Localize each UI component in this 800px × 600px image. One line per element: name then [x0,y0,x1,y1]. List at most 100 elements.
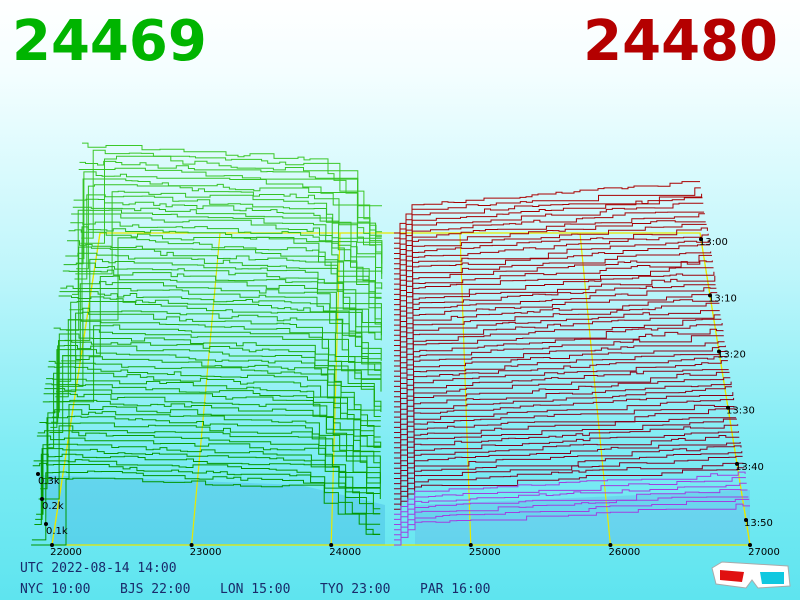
ask-depth-line [394,197,703,249]
3d-glasses-toggle[interactable] [711,561,791,589]
ask-depth-line [394,187,701,239]
ask-depth-line [394,181,700,234]
ask-depth-line [394,462,744,505]
time-label: 13:40 [735,462,764,473]
bid-depth-line [73,198,382,239]
bid-depth-line [76,184,383,270]
bid-depth-line [67,237,382,321]
bid-depth-line [69,226,382,311]
ask-depth-line [394,267,714,316]
time-label: 13:50 [744,518,773,529]
bid-depth-line [70,221,382,299]
bid-price: 24469 [12,9,207,74]
bid-depth-line [48,360,381,427]
bid-depth-line [78,167,383,254]
ask-depth-line [394,335,724,382]
bid-depth-line [62,269,382,328]
tick-dot [40,497,44,501]
ask-depth-line [394,417,737,459]
bid-depth-line [75,190,383,275]
bid-depth-line [77,178,383,265]
ask-depth-line [394,482,747,525]
ask-depth-line [394,356,727,403]
bid-depth-line [72,206,383,290]
ask-depth-line [394,220,706,270]
bid-depth-line [59,291,382,360]
ask-depth-line [394,302,720,352]
bid-depth-line [53,327,382,407]
ask-depth-line [394,351,727,398]
bid-depth-line [81,149,382,239]
time-label: 13:00 [699,237,728,248]
time-label: 13:20 [717,350,746,361]
ask-depth-line [394,341,725,387]
ask-depth-line [394,471,746,515]
ask-depth-line [394,435,740,479]
ask-depth-line [394,345,726,393]
price-label: 23000 [190,547,222,558]
tick-dot [726,405,730,410]
tick-dot [44,522,48,526]
lens-cyan[interactable] [760,572,784,584]
depth-label: 0.1k [46,526,68,537]
depth-label: 0.2k [42,501,64,512]
bid-depth-line [61,281,382,362]
ask-depth-line [394,424,739,469]
ask-depth-line [394,292,718,341]
bid-depth-line [63,262,382,340]
ask-depth-line [394,418,737,464]
ask-depth-line [394,202,704,254]
ask-depth-line [394,213,705,265]
bid-depth-line [31,477,381,546]
time-label: 13:10 [708,293,737,304]
ask-depth-line [394,477,746,520]
ask-depth-line [394,223,707,275]
bid-depth-line [79,160,382,236]
front-volume [415,490,750,545]
bid-depth-line [40,415,381,490]
lens-red[interactable] [720,570,744,582]
bid-depth-line [47,366,381,438]
bid-depth-line [36,435,381,488]
ask-depth-line [394,287,717,336]
price-label: 26000 [608,547,640,558]
tick-dot [748,543,752,547]
price-label: 22000 [50,547,82,558]
ask-depth-line [394,360,728,408]
ask-depth-line [394,227,708,280]
utc-time: UTC 2022-08-14 14:00 [20,561,177,576]
bid-depth-line [65,252,382,336]
ask-depth-line [394,251,712,300]
ask-depth-line [394,299,718,346]
ask-price: 24480 [583,9,778,74]
ask-depth-line [394,386,732,433]
tick-dot [708,293,712,298]
city-time: PAR 16:00 [420,582,490,597]
tick-dot [189,543,194,547]
tick-dot [735,461,739,466]
bid-depth-line [77,171,383,260]
ask-depth-line [394,381,732,428]
city-time: LON 15:00 [220,582,290,597]
bid-depth-line [42,399,381,453]
tick-dot [50,543,54,547]
ask-depth-line [394,431,739,474]
labels: 22000 23000 24000 25000 26000 27000 13:00 13:10… [36,237,780,558]
ask-depth-line [394,377,731,423]
ask-depth-line [394,503,750,546]
tick-dot [608,543,613,547]
ask-depth-line [394,404,735,449]
bid-depth-line [51,345,381,423]
ask-depth-line [394,271,715,321]
bid-depth-line [56,307,382,387]
ask-depth-line [394,211,705,260]
ask-depth-line [394,489,748,531]
ask-depth-line [394,254,712,306]
tick-dot [36,472,40,476]
ask-depth-line [394,445,742,490]
ask-depth-line [394,275,716,326]
bid-depth-line [62,275,382,357]
ask-depth-line [394,371,730,418]
ask-depth-line [394,397,735,444]
